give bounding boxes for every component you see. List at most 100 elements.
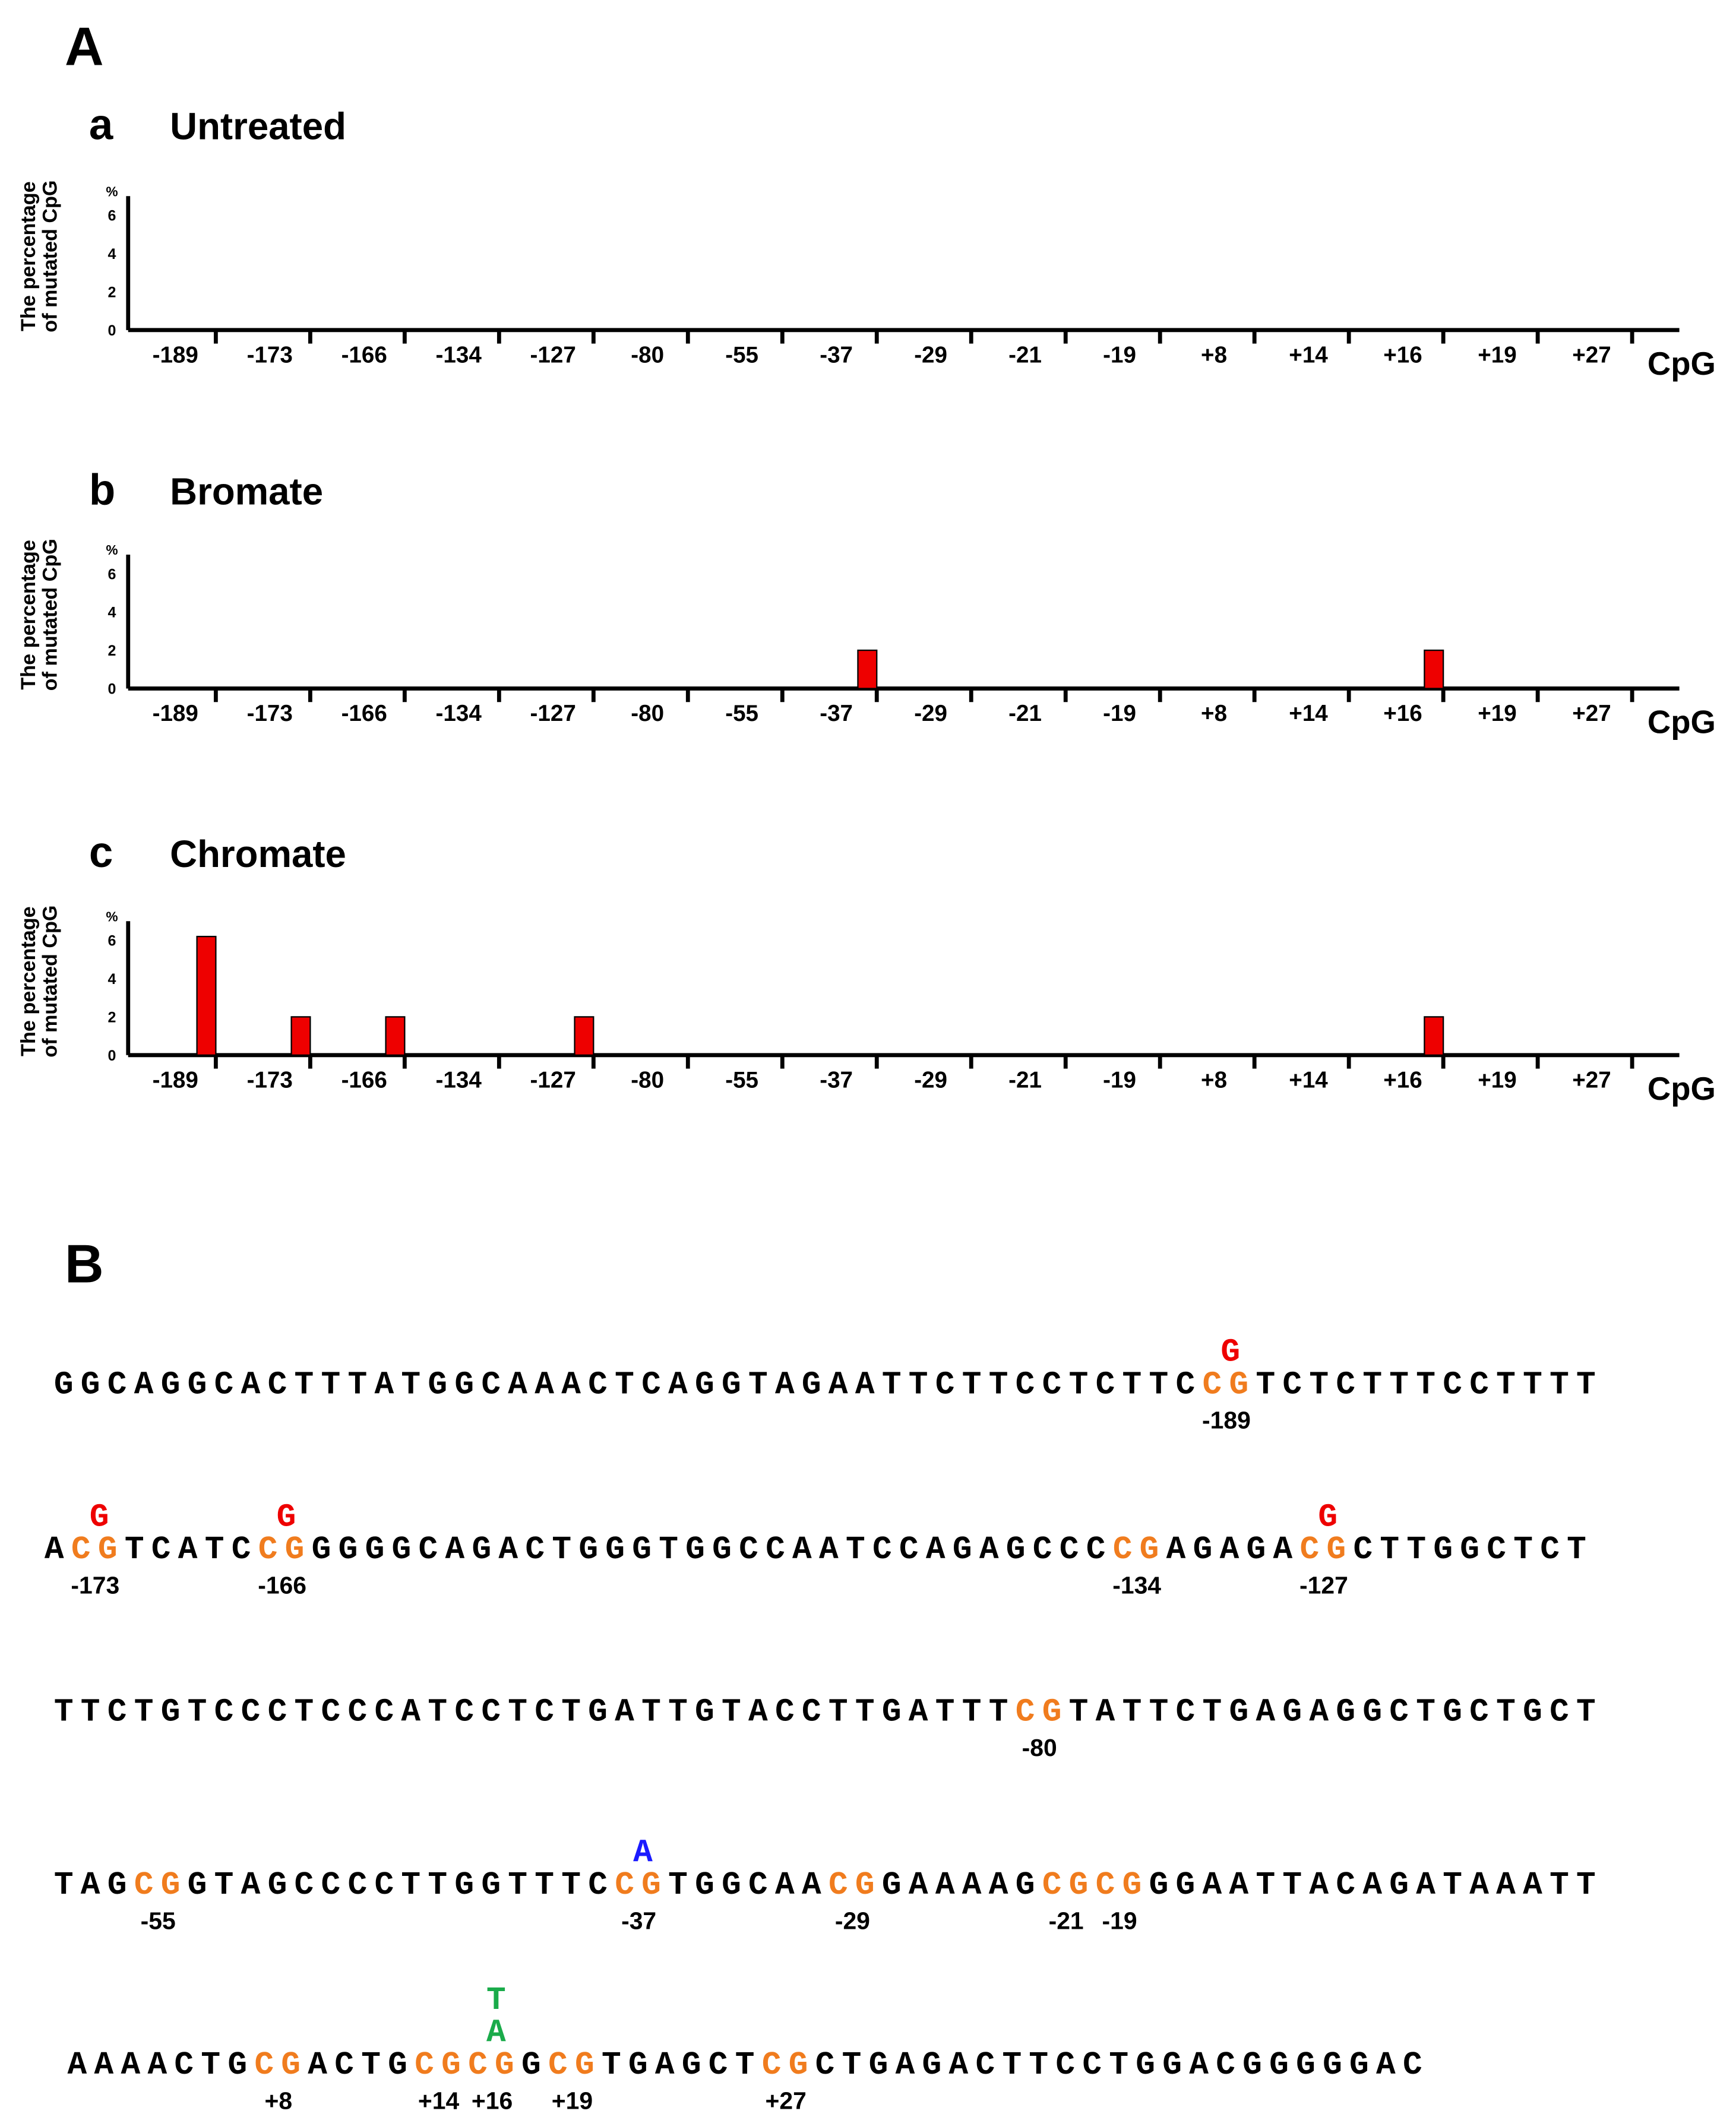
x-tick-label: -37 [820,1067,853,1093]
cpg-site: CG [1300,1532,1354,1568]
x-axis-label: CpG [1648,1071,1716,1107]
y-axis-label: of mutated CpG [39,539,61,691]
x-tick-label: +27 [1572,701,1611,726]
x-tick-label: -173 [247,342,293,368]
cpg-site: CG [1016,1694,1069,1730]
y-tick-label: 0 [108,681,116,698]
x-tick-label: -29 [914,701,947,726]
sequence-segment: TATTCTGAGAGGCTGCTGCT [1069,1694,1603,1730]
x-tick-label: -127 [530,701,576,726]
sequence-segment: TGAGCT [602,2048,762,2084]
x-tick-label: -80 [631,342,664,368]
y-tick-label: 0 [108,1048,116,1064]
x-tick-label: -189 [153,1067,198,1093]
cpg-position: -29 [835,1907,870,1934]
sequence-segment: TCTCTTTCCTTTT [1256,1367,1603,1403]
y-axis-label: of mutated CpG [39,181,61,333]
x-tick-label: -19 [1103,342,1136,368]
cpg-site: CG [1042,1868,1096,1904]
figure-label: B [65,1234,104,1294]
cpg-site: CG [548,2048,602,2084]
x-tick-label: -21 [1008,1067,1042,1093]
x-tick-label: -134 [436,1067,482,1093]
cpg-site: CG [829,1868,882,1904]
y-axis-label: of mutated CpG [39,906,61,1058]
mutation: A [486,2015,506,2051]
x-tick-label: -166 [341,1067,387,1093]
mutation: G [1220,1335,1240,1371]
mutation: G [90,1499,109,1536]
x-tick-label: +14 [1289,1067,1328,1093]
cpg-site: CG [468,2048,521,2084]
x-tick-label: -37 [820,342,853,368]
mutation: A [633,1835,653,1871]
x-tick-label: +27 [1572,1067,1611,1093]
y-tick-label: 6 [108,933,116,950]
x-tick-label: -21 [1008,701,1042,726]
x-tick-label: -166 [341,701,387,726]
bar [196,935,217,1056]
panel-label: a [89,101,113,149]
sequence-line: TAGCGGTAGCCCCTTGGTTTCCGTGGCAACGGAAAAGCGC… [54,1868,1603,1904]
sequence-segment: GGAATTACAGATAAATT [1149,1868,1603,1904]
x-tick-label: +8 [1201,701,1227,726]
sequence-line: ACGTCATCCGGGGGCAGACTGGGTGGCCAATCCAGAGCCC… [45,1532,1593,1568]
cpg-site: CG [1096,1868,1149,1904]
sequence-segment: TTCTGTCCCTCCCATCCTCTGATTGTACCTTGATTT [54,1694,1016,1730]
cpg-position: -55 [141,1907,176,1934]
sequence-line: TTCTGTCCCTCCCATCCTCTGATTGTACCTTGATTTCGTA… [54,1694,1603,1730]
cpg-position: -80 [1022,1734,1057,1761]
cpg-site: CG [1203,1367,1256,1403]
cpg-position: +16 [472,2087,513,2114]
bar [385,1016,406,1056]
sequence-segment: AAAACTG [68,2048,255,2084]
y-tick-label: 4 [108,971,116,988]
panel-label: b [89,466,115,514]
sequence-segment: TGGCAA [668,1868,829,1904]
x-tick-label: -127 [530,342,576,368]
x-tick-label: -134 [436,701,482,726]
x-tick-label: +16 [1383,701,1422,726]
chart-title: Bromate [170,471,323,513]
y-unit: % [106,183,118,199]
cpg-position: -127 [1299,1571,1348,1599]
sequence-segment: GGGGCAGACTGGGTGGCCAATCCAGAGCCC [312,1532,1113,1568]
y-unit: % [106,909,118,924]
x-tick-label: -55 [725,342,758,368]
x-tick-label: +16 [1383,1067,1422,1093]
bar [574,1016,595,1056]
x-tick-label: -173 [247,701,293,726]
cpg-position: -21 [1049,1907,1084,1934]
x-tick-label: +14 [1289,342,1328,368]
cpg-position: -166 [258,1571,306,1599]
panel-label: c [89,828,113,876]
x-tick-label: -134 [436,342,482,368]
bar [290,1016,311,1056]
mutation: T [486,1983,506,2019]
sequence-line: AAAACTGCGACTGCGCGGCGTGAGCTCGCTGAGACTTCCT… [68,2048,1430,2084]
x-tick-label: -29 [914,1067,947,1093]
y-axis-label: The percentage [17,906,40,1056]
cpg-position: -37 [621,1907,656,1934]
y-tick-label: 2 [108,284,116,300]
bar [1424,1016,1444,1056]
cpg-site: CG [71,1532,125,1568]
sequence-segment: TCATC [125,1532,258,1568]
sequence-segment: GAAAAG [882,1868,1042,1904]
x-axis-label: CpG [1648,704,1716,741]
sequence-segment: CTTGGCTCT [1353,1532,1593,1568]
y-tick-label: 4 [108,605,116,621]
chart-title: Untreated [170,106,346,148]
cpg-site: CG [1113,1532,1166,1568]
x-tick-label: +19 [1478,1067,1516,1093]
bar [1424,649,1444,689]
y-tick-label: 6 [108,208,116,224]
chart-title: Chromate [170,833,346,875]
sequence-line: GGCAGGCACTTTATGGCAAACTCAGGTAGAATTCTTCCTC… [54,1367,1603,1403]
y-axis-label: The percentage [17,181,40,331]
cpg-position: -19 [1102,1907,1137,1934]
cpg-site: CG [134,1868,188,1904]
cpg-position: +19 [552,2087,593,2114]
y-tick-label: 6 [108,566,116,583]
